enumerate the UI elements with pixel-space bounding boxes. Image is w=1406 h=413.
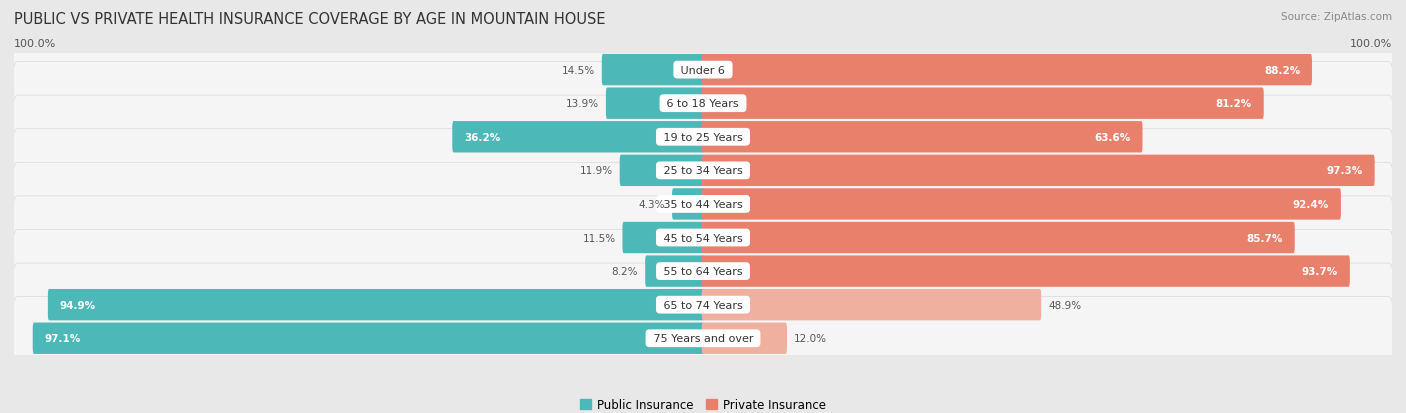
FancyBboxPatch shape [13, 263, 1393, 347]
Text: 35 to 44 Years: 35 to 44 Years [659, 199, 747, 209]
Text: 97.1%: 97.1% [45, 333, 80, 344]
FancyBboxPatch shape [606, 88, 704, 120]
Text: 92.4%: 92.4% [1294, 199, 1329, 209]
FancyBboxPatch shape [13, 62, 1393, 145]
Text: Source: ZipAtlas.com: Source: ZipAtlas.com [1281, 12, 1392, 22]
Text: 48.9%: 48.9% [1047, 300, 1081, 310]
FancyBboxPatch shape [645, 256, 704, 287]
FancyBboxPatch shape [453, 122, 704, 153]
FancyBboxPatch shape [13, 29, 1393, 112]
Text: 75 Years and over: 75 Years and over [650, 333, 756, 344]
FancyBboxPatch shape [702, 155, 1375, 187]
FancyBboxPatch shape [620, 155, 704, 187]
FancyBboxPatch shape [13, 129, 1393, 212]
Text: PUBLIC VS PRIVATE HEALTH INSURANCE COVERAGE BY AGE IN MOUNTAIN HOUSE: PUBLIC VS PRIVATE HEALTH INSURANCE COVER… [14, 12, 606, 27]
Text: 11.9%: 11.9% [579, 166, 613, 176]
Text: 93.7%: 93.7% [1302, 266, 1339, 276]
Text: 85.7%: 85.7% [1247, 233, 1284, 243]
FancyBboxPatch shape [602, 55, 704, 86]
FancyBboxPatch shape [32, 323, 704, 354]
FancyBboxPatch shape [13, 96, 1393, 179]
FancyBboxPatch shape [702, 189, 1341, 220]
Text: 25 to 34 Years: 25 to 34 Years [659, 166, 747, 176]
Text: 14.5%: 14.5% [562, 65, 595, 76]
Text: 13.9%: 13.9% [565, 99, 599, 109]
Text: 12.0%: 12.0% [794, 333, 827, 344]
Text: 6 to 18 Years: 6 to 18 Years [664, 99, 742, 109]
FancyBboxPatch shape [672, 189, 704, 220]
FancyBboxPatch shape [702, 122, 1143, 153]
FancyBboxPatch shape [13, 297, 1393, 380]
Text: 55 to 64 Years: 55 to 64 Years [659, 266, 747, 276]
Text: 45 to 54 Years: 45 to 54 Years [659, 233, 747, 243]
Text: 81.2%: 81.2% [1216, 99, 1253, 109]
Text: 88.2%: 88.2% [1264, 65, 1301, 76]
FancyBboxPatch shape [702, 88, 1264, 120]
Text: 36.2%: 36.2% [464, 133, 501, 142]
FancyBboxPatch shape [48, 289, 704, 320]
FancyBboxPatch shape [623, 222, 704, 254]
FancyBboxPatch shape [702, 256, 1350, 287]
Text: 100.0%: 100.0% [1350, 39, 1392, 49]
FancyBboxPatch shape [702, 323, 787, 354]
Text: 63.6%: 63.6% [1095, 133, 1130, 142]
FancyBboxPatch shape [13, 197, 1393, 280]
Text: 97.3%: 97.3% [1327, 166, 1362, 176]
Text: 100.0%: 100.0% [14, 39, 56, 49]
FancyBboxPatch shape [13, 163, 1393, 246]
FancyBboxPatch shape [702, 55, 1312, 86]
Text: 19 to 25 Years: 19 to 25 Years [659, 133, 747, 142]
Text: 4.3%: 4.3% [638, 199, 665, 209]
Text: 65 to 74 Years: 65 to 74 Years [659, 300, 747, 310]
FancyBboxPatch shape [702, 289, 1042, 320]
Text: Under 6: Under 6 [678, 65, 728, 76]
Legend: Public Insurance, Private Insurance: Public Insurance, Private Insurance [575, 393, 831, 413]
FancyBboxPatch shape [13, 230, 1393, 313]
Text: 94.9%: 94.9% [59, 300, 96, 310]
FancyBboxPatch shape [702, 222, 1295, 254]
Text: 8.2%: 8.2% [612, 266, 638, 276]
Text: 11.5%: 11.5% [582, 233, 616, 243]
